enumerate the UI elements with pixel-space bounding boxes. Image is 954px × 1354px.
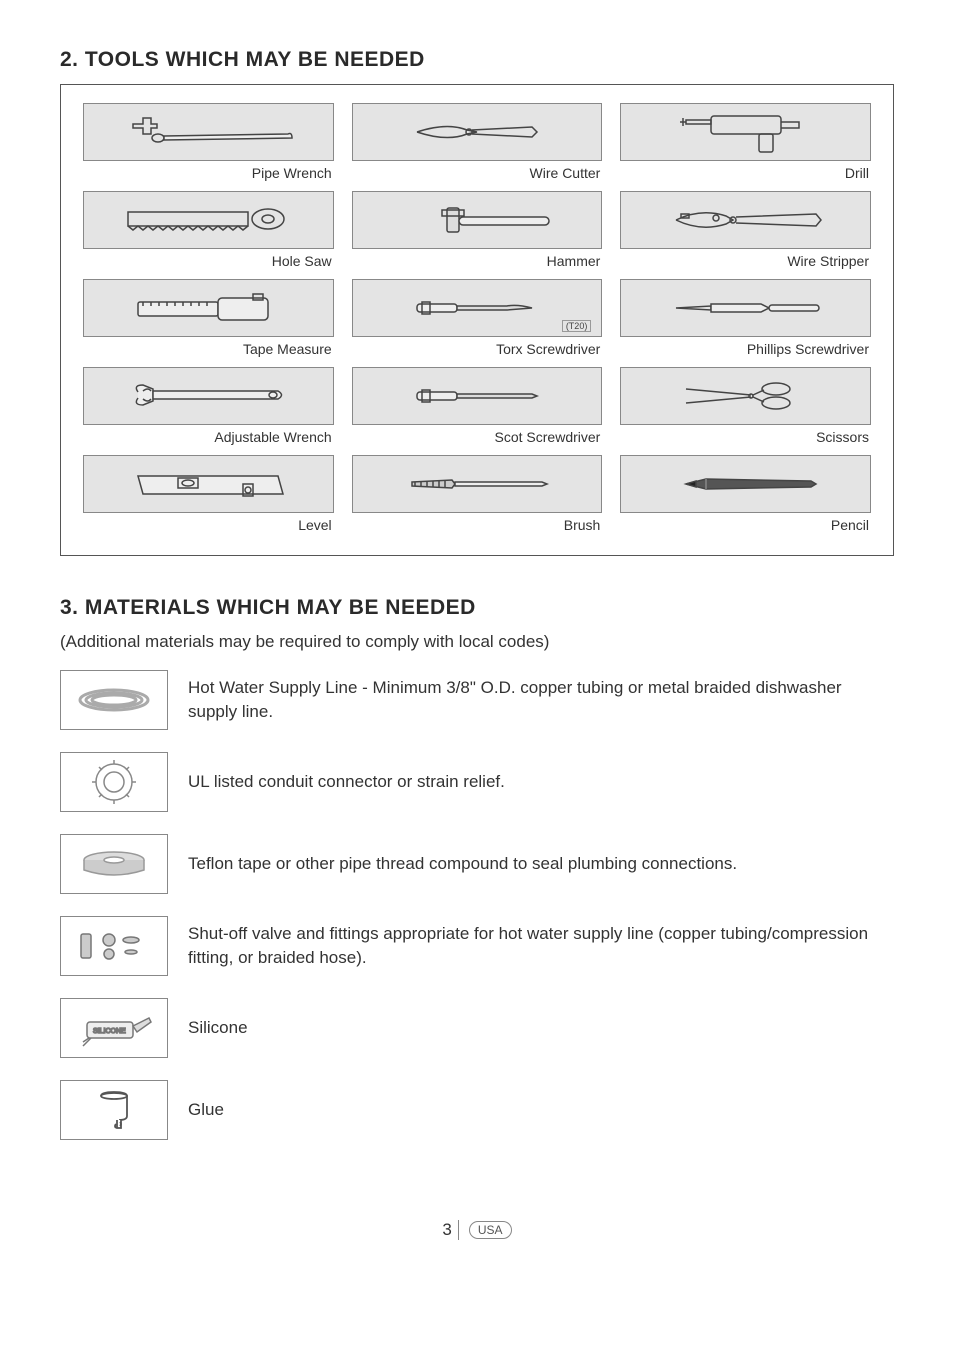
tools-container: Pipe Wrench Wire Cutter Drill Hole Saw Hamme… [60,84,894,556]
brush-icon [352,455,603,513]
tool-cell: Scot Screwdriver [352,367,603,445]
wire-cutter-icon [352,103,603,161]
hammer-icon [352,191,603,249]
page-footer: 3 USA [60,1220,894,1240]
tool-cell: Scissors [620,367,871,445]
tool-cell: Wire Stripper [620,191,871,269]
hole-saw-icon [83,191,334,249]
material-text: Glue [188,1098,894,1122]
material-row: UL listed conduit connector or strain re… [60,752,894,812]
tool-label: Wire Cutter [352,165,603,181]
tool-cell: Pencil [620,455,871,533]
material-row: Glue [60,1080,894,1140]
tool-label: Phillips Screwdriver [620,341,871,357]
tape-measure-icon [83,279,334,337]
tool-cell: Adjustable Wrench [83,367,334,445]
adjustable-wrench-icon [83,367,334,425]
tool-label: Scissors [620,429,871,445]
material-row: Shut-off valve and fittings appropriate … [60,916,894,976]
scissors-icon [620,367,871,425]
fittings-icon [60,916,168,976]
material-text: Hot Water Supply Line - Minimum 3/8" O.D… [188,676,894,724]
tool-label: Wire Stripper [620,253,871,269]
glue-icon [60,1080,168,1140]
tool-note: (T20) [562,320,592,332]
tool-cell: Level [83,455,334,533]
tool-cell: Brush [352,455,603,533]
tool-cell: Tape Measure [83,279,334,357]
silicone-tube-icon: SILICONE [60,998,168,1058]
coil-icon [60,670,168,730]
scot-screwdriver-icon [352,367,603,425]
tool-label: Hammer [352,253,603,269]
region-badge: USA [469,1221,512,1239]
torx-screwdriver-icon: (T20) [352,279,603,337]
tool-label: Drill [620,165,871,181]
svg-text:SILICONE: SILICONE [93,1028,126,1035]
tool-cell: Phillips Screwdriver [620,279,871,357]
pencil-icon [620,455,871,513]
tool-label: Adjustable Wrench [83,429,334,445]
section3-subheading: (Additional materials may be required to… [60,632,894,652]
section2-heading: 2. TOOLS WHICH MAY BE NEEDED [60,48,894,72]
material-text: Teflon tape or other pipe thread compoun… [188,852,894,876]
tool-label: Pencil [620,517,871,533]
connector-icon [60,752,168,812]
tool-cell: Pipe Wrench [83,103,334,181]
material-text: Silicone [188,1016,894,1040]
tool-label: Pipe Wrench [83,165,334,181]
material-row: SILICONE Silicone [60,998,894,1058]
wire-stripper-icon [620,191,871,249]
tape-roll-icon [60,834,168,894]
tool-cell: Hammer [352,191,603,269]
tool-label: Torx Screwdriver [352,341,603,357]
tool-cell: Wire Cutter [352,103,603,181]
tool-cell: Drill [620,103,871,181]
material-text: UL listed conduit connector or strain re… [188,770,894,794]
tool-label: Brush [352,517,603,533]
tool-label: Scot Screwdriver [352,429,603,445]
level-icon [83,455,334,513]
phillips-screwdriver-icon [620,279,871,337]
drill-icon [620,103,871,161]
tool-label: Hole Saw [83,253,334,269]
tool-label: Level [83,517,334,533]
tool-cell: Hole Saw [83,191,334,269]
pipe-wrench-icon [83,103,334,161]
tool-label: Tape Measure [83,341,334,357]
material-row: Hot Water Supply Line - Minimum 3/8" O.D… [60,670,894,730]
page-number: 3 [442,1220,458,1240]
section3-heading: 3. MATERIALS WHICH MAY BE NEEDED [60,596,894,620]
tool-cell: (T20) Torx Screwdriver [352,279,603,357]
material-row: Teflon tape or other pipe thread compoun… [60,834,894,894]
material-text: Shut-off valve and fittings appropriate … [188,922,894,970]
